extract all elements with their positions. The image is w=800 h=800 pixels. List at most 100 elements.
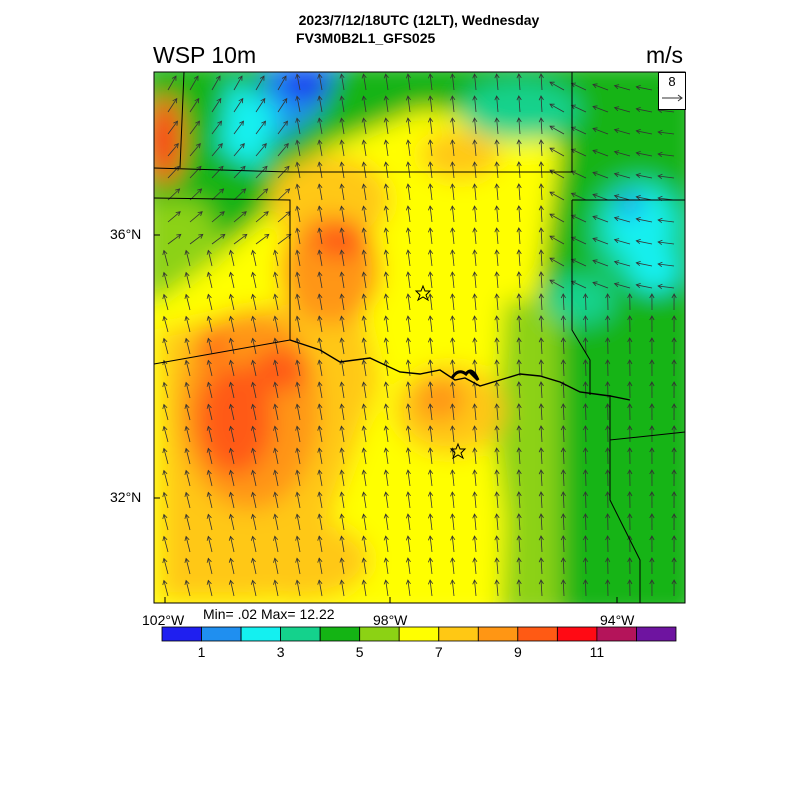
- wind-vector-head: [361, 579, 367, 585]
- wind-vector-head: [250, 535, 256, 541]
- wind-vector: [341, 250, 345, 267]
- wind-vector-head: [250, 403, 256, 409]
- wind-vector-head: [383, 513, 389, 519]
- wind-vector: [562, 535, 565, 553]
- wind-vector-head: [649, 469, 655, 475]
- wind-vector: [429, 558, 433, 575]
- wind-vector: [496, 118, 499, 135]
- wind-vector-head: [657, 173, 663, 180]
- wind-vector: [658, 131, 675, 135]
- wind-vector: [296, 250, 301, 267]
- wind-vector-head: [194, 97, 200, 104]
- wind-vector-head: [428, 359, 434, 365]
- wind-vector-head: [472, 425, 478, 431]
- wind-vector: [189, 211, 203, 223]
- wind-vector-head: [472, 139, 478, 145]
- wind-vector-head: [649, 381, 655, 387]
- wind-vector-head: [405, 513, 411, 519]
- wind-vector-head: [273, 535, 279, 541]
- wind-vector: [363, 250, 367, 267]
- wind-vector-head: [582, 337, 589, 343]
- wind-vector: [407, 382, 411, 399]
- wind-vector: [318, 558, 323, 575]
- wind-vector-head: [383, 579, 389, 585]
- wind-vector: [614, 173, 631, 179]
- wind-vector-head: [560, 315, 566, 321]
- wind-vector-head: [273, 315, 279, 321]
- wind-vector: [185, 360, 191, 377]
- wind-vector: [429, 492, 433, 509]
- wind-vector-head: [206, 403, 212, 409]
- wind-vector-head: [228, 271, 234, 277]
- wind-vector: [252, 250, 257, 267]
- wind-vector-head: [295, 205, 301, 211]
- wind-vector: [429, 360, 433, 377]
- wind-vector-head: [428, 205, 434, 211]
- wind-vector-head: [383, 249, 389, 255]
- wind-vector-head: [671, 403, 677, 409]
- wind-vector-head: [472, 315, 478, 321]
- wind-vector: [296, 184, 301, 201]
- wind-vector-head: [472, 359, 478, 365]
- wind-vector: [614, 151, 631, 157]
- wind-vector-head: [383, 95, 389, 101]
- wind-vector-head: [317, 381, 323, 387]
- wind-vector: [252, 426, 257, 443]
- wind-vector-head: [273, 579, 279, 585]
- wind-vector-head: [450, 293, 456, 299]
- wind-vector-head: [472, 161, 478, 167]
- wind-vector: [592, 106, 609, 113]
- wind-vector: [318, 294, 323, 311]
- wind-vector: [518, 513, 521, 531]
- wind-vector-head: [560, 557, 566, 563]
- wind-vector-head: [627, 447, 633, 453]
- wind-vector: [385, 74, 389, 91]
- wind-vector: [207, 426, 213, 443]
- wind-vector: [341, 338, 345, 355]
- wind-vector-head: [613, 282, 620, 288]
- wind-vector: [274, 492, 279, 509]
- wind-vector: [185, 470, 191, 487]
- wind-vector-head: [228, 535, 234, 541]
- wind-vector: [211, 143, 223, 157]
- wind-vector: [518, 403, 521, 421]
- wind-vector: [518, 95, 521, 113]
- wind-vector-head: [605, 513, 611, 519]
- wind-vector-head: [361, 315, 367, 321]
- wind-vector-head: [295, 271, 301, 277]
- wind-vector-head: [635, 129, 641, 135]
- wind-vector: [385, 162, 389, 179]
- wind-vector-head: [383, 205, 389, 211]
- wind-vector: [163, 338, 169, 355]
- wind-vector: [540, 359, 543, 377]
- political-boundaries: [153, 71, 686, 603]
- wind-vector-head: [195, 120, 200, 126]
- wind-vector: [163, 316, 169, 333]
- wind-vector: [233, 143, 245, 157]
- wind-vector: [518, 491, 521, 509]
- wind-vector-head: [472, 447, 478, 453]
- wind-vector: [496, 294, 499, 311]
- wind-vector: [207, 316, 213, 333]
- wind-vector: [318, 118, 323, 135]
- wind-vector: [658, 263, 675, 267]
- wind-vector: [549, 235, 565, 245]
- wind-vector-head: [494, 513, 500, 519]
- wind-vector: [230, 448, 235, 465]
- wind-vector: [207, 250, 213, 267]
- wind-vector: [407, 294, 411, 311]
- wind-vector-head: [273, 337, 279, 343]
- wind-vector-head: [516, 249, 522, 255]
- wind-vector: [296, 162, 301, 179]
- wind-vector: [385, 360, 389, 377]
- wind-vector: [163, 536, 169, 553]
- wind-vector-head: [450, 513, 456, 519]
- wind-vector: [296, 470, 301, 487]
- wind-vector: [540, 381, 543, 399]
- wind-vector: [207, 514, 213, 531]
- wind-vector-head: [582, 557, 589, 563]
- wind-vector: [341, 360, 345, 377]
- wind-vector-head: [184, 359, 190, 366]
- wind-vector-head: [383, 337, 389, 343]
- wind-vector-head: [516, 359, 522, 365]
